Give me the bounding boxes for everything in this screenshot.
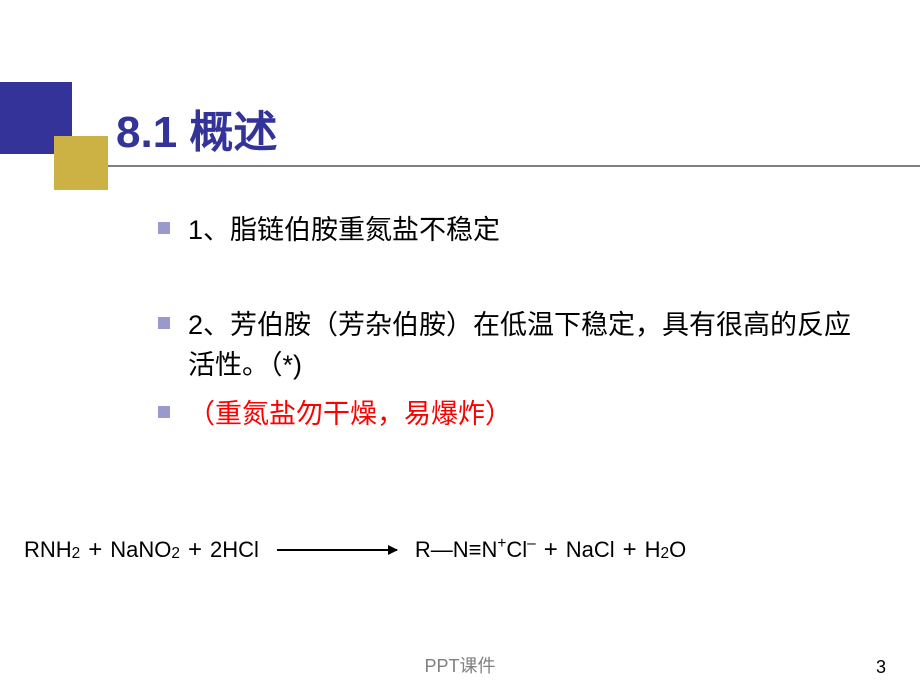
bullet-text: 1、脂链伯胺重氮盐不稳定 [188,210,500,251]
slide-title: 8.1 概述 [116,96,277,160]
eq-reactant: RNH2 [24,537,80,563]
horizontal-rule [108,165,920,167]
corner-decoration [0,82,108,192]
eq-reactant: NaNO2 [110,537,180,563]
plus-icon: + [623,536,637,564]
chemical-equation: RNH2 + NaNO2 + 2HCl R—N≡N+ Cl– + NaCl + … [24,536,896,564]
page-number: 3 [876,657,886,678]
footer-label: PPT课件 [424,652,495,678]
bullet-text: 2、芳伯胺（芳杂伯胺）在低温下稳定，具有很高的反应活性。（*) [188,305,860,386]
eq-product: H2 O [645,537,687,563]
deco-square-small [54,136,108,190]
bullet-text-warning: （重氮盐勿干燥，易爆炸） [188,394,512,435]
plus-icon: + [544,536,558,564]
eq-product: R—N≡N+ Cl– [415,537,536,563]
plus-icon: + [88,536,102,564]
eq-product: NaCl [566,537,615,563]
bullet-marker [158,222,170,234]
bullet-item: 2、芳伯胺（芳杂伯胺）在低温下稳定，具有很高的反应活性。（*) [158,305,860,386]
content-area: 1、脂链伯胺重氮盐不稳定 2、芳伯胺（芳杂伯胺）在低温下稳定，具有很高的反应活性… [158,210,860,442]
bullet-item: 1、脂链伯胺重氮盐不稳定 [158,210,860,251]
bullet-marker [158,317,170,329]
bullet-marker [158,406,170,418]
bullet-item: （重氮盐勿干燥，易爆炸） [158,394,860,435]
eq-reactant: 2HCl [210,537,259,563]
plus-icon: + [188,536,202,564]
reaction-arrow-icon [277,549,397,551]
